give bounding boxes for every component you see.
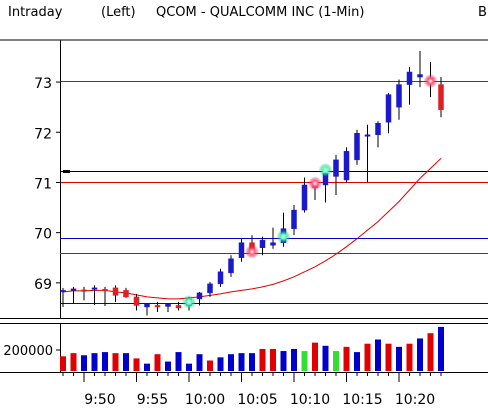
volume-bar [343, 346, 350, 371]
candle-body [123, 290, 129, 298]
volume-bar [154, 354, 161, 371]
candle-body [228, 258, 234, 274]
header-side: (Left) [101, 5, 136, 20]
candle-body [60, 290, 66, 293]
candle-body [144, 303, 150, 308]
volume-bar [396, 346, 402, 371]
volume-bar [196, 354, 203, 371]
candle-body [238, 242, 245, 259]
candle-body [196, 292, 203, 300]
candle-body [333, 159, 339, 177]
header-title: QCOM - QUALCOMM INC (1-Min) [156, 5, 364, 20]
volume-bar [385, 343, 392, 371]
volume-bar [301, 351, 308, 371]
volume-bar [322, 345, 329, 371]
signal-marker-green [318, 162, 333, 177]
candle-body [81, 289, 87, 292]
volume-tick-label: 200000 [3, 344, 53, 359]
volume-bar [312, 342, 318, 371]
candle-body [417, 74, 423, 78]
header-timeframe: Intraday [8, 5, 63, 20]
candle-body [133, 296, 140, 306]
candle-body [291, 209, 297, 229]
time-tick-label: 10:00 [185, 392, 225, 408]
candle-body [364, 134, 371, 137]
candle-body [396, 84, 402, 108]
volume-bar [60, 356, 66, 371]
candle-body [343, 151, 350, 181]
candle-body [102, 289, 108, 292]
time-tick-label: 10:05 [237, 392, 277, 408]
signal-marker-green [182, 294, 196, 309]
candle-body [175, 305, 182, 309]
volume-bar [207, 360, 213, 371]
volume-bar [144, 363, 150, 371]
moving-average-line [62, 158, 442, 300]
candle-body [438, 84, 444, 110]
candle-body [91, 287, 98, 290]
volume-bar [364, 343, 371, 371]
candle-body [385, 94, 392, 123]
volume-bar [249, 353, 255, 371]
volume-bar [91, 353, 98, 371]
candle-body [270, 242, 276, 246]
volume-bar [81, 355, 87, 371]
candle-body [354, 133, 360, 161]
signal-marker-red [423, 74, 438, 89]
candle-body [217, 271, 224, 285]
volume-bar [70, 353, 77, 371]
candle-body [301, 184, 308, 211]
signal-marker-red [245, 244, 259, 259]
signal-marker-green [276, 229, 291, 244]
volume-bar [102, 352, 108, 371]
candle-body [375, 122, 381, 136]
volume-bar [291, 348, 297, 371]
price-tick-label: 73 [34, 76, 52, 92]
volume-bar [354, 352, 360, 371]
price-tick-label: 70 [34, 227, 52, 243]
candle-body [70, 288, 77, 291]
candle-body [154, 305, 161, 308]
price-tick-label: 69 [34, 277, 52, 293]
candle-body [207, 283, 213, 294]
time-tick-label: 10:20 [395, 392, 435, 408]
volume-bar [280, 351, 287, 371]
candle-body [259, 239, 266, 248]
volume-bar [123, 353, 129, 371]
volume-bar [259, 348, 266, 371]
time-tick-label: 9:50 [84, 392, 115, 408]
volume-bar [417, 338, 423, 371]
time-tick-label: 9:55 [137, 392, 168, 408]
volume-bar [186, 363, 192, 371]
candle-body [165, 303, 171, 307]
signal-marker-red [308, 176, 322, 191]
candle-body [406, 71, 413, 85]
volume-bar [238, 353, 245, 371]
candle-body [112, 287, 119, 296]
volume-bar [175, 352, 182, 371]
header-cut-label: B [478, 5, 487, 20]
volume-bar [406, 343, 413, 371]
time-tick-label: 10:15 [342, 392, 382, 408]
volume-bar [333, 351, 339, 371]
volume-bar [217, 357, 224, 371]
volume-bar [270, 348, 276, 371]
volume-bar [133, 358, 140, 371]
volume-bar [228, 354, 234, 371]
price-tick-label: 72 [34, 126, 52, 142]
volume-bar [438, 326, 444, 371]
volume-bar [112, 353, 119, 371]
volume-bar [375, 339, 381, 371]
price-tick-label: 71 [34, 176, 52, 192]
volume-bar [427, 333, 434, 371]
volume-bar [165, 361, 171, 371]
time-tick-label: 10:10 [290, 392, 330, 408]
